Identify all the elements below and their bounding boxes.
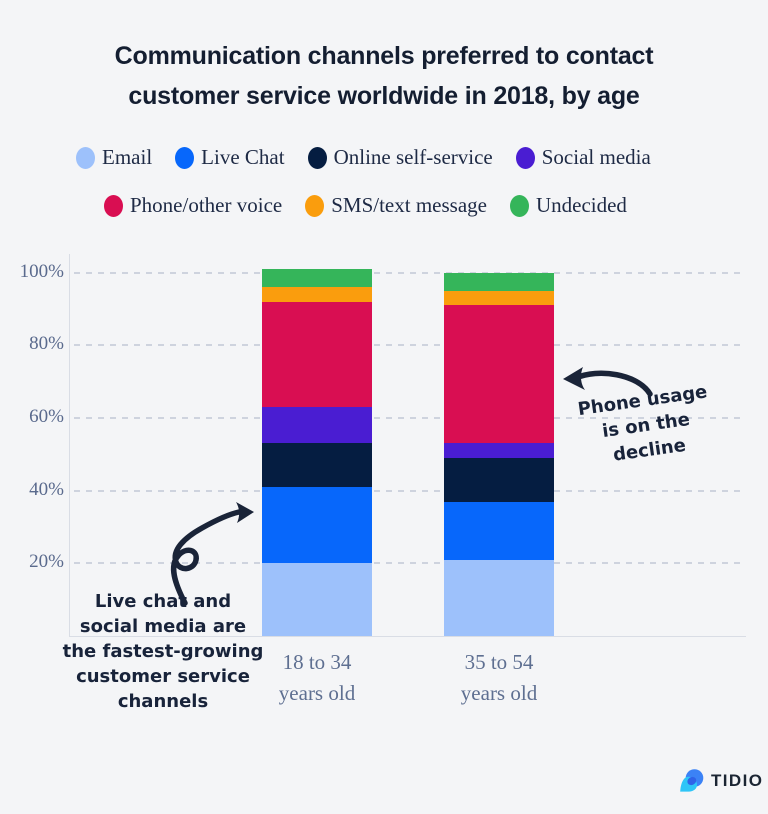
x-axis-line <box>69 636 746 637</box>
legend-row-2: Phone/other voice SMS/text message Undecid… <box>104 193 627 218</box>
curved-arrow-icon <box>563 367 653 397</box>
brand-name: TIDIO <box>711 771 764 790</box>
bar-segment-phone-other-voice <box>262 301 372 408</box>
legend-label-online-self-service: Online self-service <box>333 145 493 169</box>
legend-swatch-live-chat <box>175 146 195 169</box>
bar-segment-undecided <box>262 269 372 288</box>
legend-item-live-chat: Live Chat <box>175 145 285 170</box>
bar-segment-social-media <box>444 443 554 458</box>
legend-item-sms-text-message: SMS/text message <box>305 193 487 218</box>
gridline-80 <box>74 344 746 347</box>
gridline-20 <box>74 562 746 565</box>
gridline-40 <box>74 489 746 492</box>
legend-item-undecided: Undecided <box>509 193 627 218</box>
y-tick-label-20: 20% <box>29 551 64 573</box>
legend-item-phone-other-voice: Phone/other voice <box>104 193 282 218</box>
y-tick-label-40: 40% <box>29 478 64 500</box>
bar-segment-undecided <box>444 272 554 291</box>
legend-row-1: Email Live Chat Online self-service Social … <box>76 145 651 170</box>
y-tick-label-60: 60% <box>29 405 64 427</box>
bar-segment-online-self-service <box>262 443 372 488</box>
legend-item-email: Email <box>76 145 152 170</box>
x-label-18-34: 18 to 34 years old <box>278 650 356 705</box>
legend-label-email: Email <box>102 145 153 169</box>
gridline-100 <box>74 271 746 274</box>
legend-swatch-sms-text-message <box>305 194 325 217</box>
bar-segment-sms-text-message <box>262 287 372 302</box>
y-tick-label-100: 100% <box>19 260 64 282</box>
chart-title: Communication channels preferred to cont… <box>0 36 768 116</box>
chart-title-line2: customer service worldwide in 2018, by a… <box>128 82 640 110</box>
legend-label-undecided: Undecided <box>535 193 627 217</box>
stacked-bar-35-to-54 <box>444 272 554 636</box>
legend-swatch-social-media <box>515 146 535 169</box>
looped-arrow-icon <box>170 502 254 606</box>
brand-logo: TIDIO <box>678 768 763 794</box>
y-axis-line <box>69 254 70 636</box>
bar-segment-online-self-service <box>444 457 554 502</box>
legend-swatch-undecided <box>509 194 529 217</box>
y-tick-label-80: 80% <box>29 333 64 355</box>
legend-label-phone-other-voice: Phone/other voice <box>130 193 283 217</box>
x-label-35-54: 35 to 54 years old <box>460 650 538 705</box>
chart-title-line1: Communication channels preferred to cont… <box>114 42 654 70</box>
stacked-bar-18-to-34 <box>262 269 372 636</box>
annotation-live-chat: Live chat and social media are the faste… <box>62 591 264 712</box>
bar-segment-live-chat <box>262 487 372 564</box>
bar-segment-live-chat <box>444 501 554 560</box>
bar-segment-email <box>444 559 554 636</box>
tidio-bubble-icon <box>680 769 704 792</box>
legend-label-sms-text-message: SMS/text message <box>331 193 487 217</box>
bar-segment-sms-text-message <box>444 290 554 306</box>
legend-swatch-online-self-service <box>307 146 327 169</box>
legend-item-online-self-service: Online self-service <box>307 145 493 170</box>
bar-segment-social-media <box>262 407 372 444</box>
bar-segment-phone-other-voice <box>444 305 554 444</box>
legend-swatch-email <box>76 146 95 169</box>
legend-item-social-media: Social media <box>515 145 651 170</box>
legend-label-live-chat: Live Chat <box>201 145 285 169</box>
legend-label-social-media: Social media <box>541 145 651 169</box>
legend-swatch-phone-other-voice <box>104 194 123 217</box>
gridline-60 <box>74 416 746 419</box>
bar-segment-email <box>262 563 372 636</box>
